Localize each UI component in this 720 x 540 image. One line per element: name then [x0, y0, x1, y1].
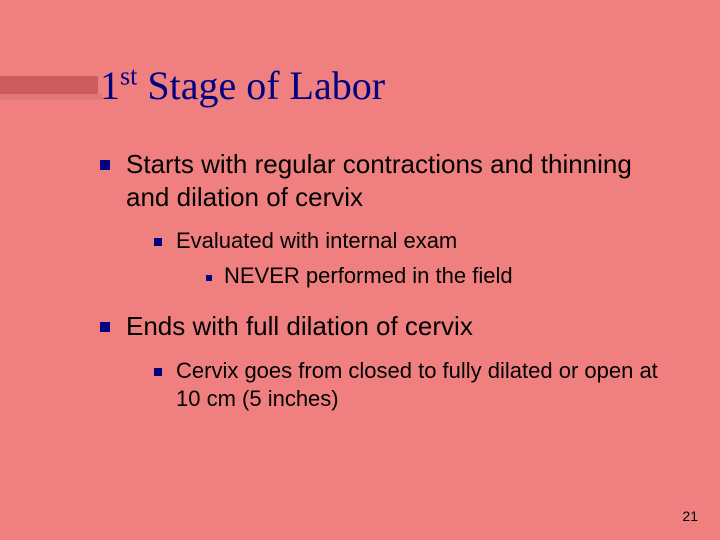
square-bullet-icon [154, 368, 162, 376]
bullet-text: Evaluated with internal exam [176, 227, 457, 256]
bullet-level-1: Starts with regular contractions and thi… [100, 148, 680, 213]
bullet-text: NEVER performed in the field [224, 262, 513, 291]
bullet-text: Cervix goes from closed to fully dilated… [176, 357, 680, 414]
square-bullet-icon [154, 238, 162, 246]
bullet-text: Ends with full dilation of cervix [126, 310, 473, 343]
title-area: 1st Stage of Labor [0, 62, 720, 109]
square-bullet-icon [100, 160, 110, 170]
square-bullet-icon [100, 322, 110, 332]
bullet-level-2: Cervix goes from closed to fully dilated… [154, 357, 680, 414]
bullet-level-2: Evaluated with internal exam [154, 227, 680, 256]
square-bullet-icon [206, 275, 212, 281]
page-number: 21 [682, 508, 698, 524]
slide-body: Starts with regular contractions and thi… [100, 148, 680, 420]
slide-title: 1st Stage of Labor [100, 62, 720, 109]
title-accent-shadow [0, 94, 102, 100]
bullet-level-3: NEVER performed in the field [206, 262, 680, 291]
bullet-text: Starts with regular contractions and thi… [126, 148, 680, 213]
title-prefix: 1 [100, 63, 120, 108]
bullet-level-1: Ends with full dilation of cervix [100, 310, 680, 343]
spacer [100, 296, 680, 310]
title-accent-bar [0, 76, 98, 94]
title-suffix: st [120, 62, 137, 91]
title-rest: Stage of Labor [137, 63, 385, 108]
